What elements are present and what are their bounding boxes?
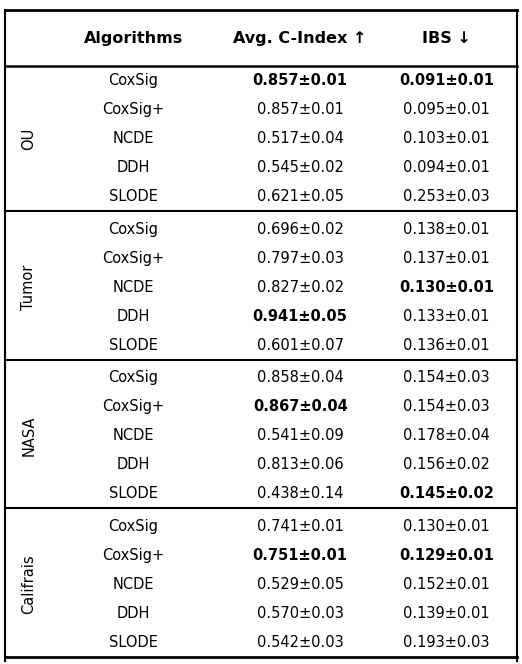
Text: 0.154±0.03: 0.154±0.03 — [403, 371, 490, 386]
Text: DDH: DDH — [116, 160, 150, 175]
Text: 0.130±0.01: 0.130±0.01 — [403, 519, 490, 534]
Text: DDH: DDH — [116, 606, 150, 621]
Text: 0.139±0.01: 0.139±0.01 — [403, 606, 490, 621]
Text: 0.517±0.04: 0.517±0.04 — [257, 131, 343, 146]
Text: 0.145±0.02: 0.145±0.02 — [399, 486, 494, 501]
Text: DDH: DDH — [116, 309, 150, 323]
Text: 0.857±0.01: 0.857±0.01 — [257, 102, 343, 118]
Text: 0.751±0.01: 0.751±0.01 — [253, 548, 348, 563]
Text: SLODE: SLODE — [109, 337, 158, 353]
Text: 0.178±0.04: 0.178±0.04 — [403, 428, 490, 444]
Text: CoxSig: CoxSig — [108, 73, 158, 88]
Text: CoxSig+: CoxSig+ — [102, 102, 164, 118]
Text: 0.136±0.01: 0.136±0.01 — [403, 337, 490, 353]
Text: CoxSig+: CoxSig+ — [102, 548, 164, 563]
Text: SLODE: SLODE — [109, 486, 158, 501]
Text: 0.741±0.01: 0.741±0.01 — [257, 519, 343, 534]
Text: 0.154±0.03: 0.154±0.03 — [403, 400, 490, 414]
Text: 0.827±0.02: 0.827±0.02 — [257, 280, 343, 295]
Text: 0.542±0.03: 0.542±0.03 — [257, 635, 343, 650]
Text: NASA: NASA — [21, 416, 36, 456]
Text: 0.857±0.01: 0.857±0.01 — [253, 73, 348, 88]
Text: 0.253±0.03: 0.253±0.03 — [403, 189, 490, 204]
Text: 0.570±0.03: 0.570±0.03 — [257, 606, 343, 621]
Text: 0.095±0.01: 0.095±0.01 — [403, 102, 490, 118]
Text: 0.130±0.01: 0.130±0.01 — [399, 280, 494, 295]
Text: 0.152±0.01: 0.152±0.01 — [403, 577, 490, 592]
Text: 0.696±0.02: 0.696±0.02 — [257, 222, 343, 237]
Text: 0.545±0.02: 0.545±0.02 — [257, 160, 343, 175]
Text: 0.797±0.03: 0.797±0.03 — [257, 251, 343, 266]
Text: 0.601±0.07: 0.601±0.07 — [257, 337, 343, 353]
Text: 0.103±0.01: 0.103±0.01 — [403, 131, 490, 146]
Text: 0.137±0.01: 0.137±0.01 — [403, 251, 490, 266]
Text: SLODE: SLODE — [109, 189, 158, 204]
Text: 0.129±0.01: 0.129±0.01 — [399, 548, 494, 563]
Text: Califrais: Califrais — [21, 554, 36, 614]
Text: NCDE: NCDE — [112, 428, 154, 444]
Text: IBS ↓: IBS ↓ — [422, 31, 471, 46]
Text: 0.541±0.09: 0.541±0.09 — [257, 428, 343, 444]
Text: OU: OU — [21, 127, 36, 150]
Text: NCDE: NCDE — [112, 131, 154, 146]
Text: 0.529±0.05: 0.529±0.05 — [257, 577, 343, 592]
Text: CoxSig: CoxSig — [108, 222, 158, 237]
Text: NCDE: NCDE — [112, 577, 154, 592]
Text: SLODE: SLODE — [109, 635, 158, 650]
Text: 0.156±0.02: 0.156±0.02 — [403, 457, 490, 472]
Text: 0.094±0.01: 0.094±0.01 — [403, 160, 490, 175]
Text: 0.193±0.03: 0.193±0.03 — [403, 635, 490, 650]
Text: CoxSig: CoxSig — [108, 371, 158, 386]
Text: 0.867±0.04: 0.867±0.04 — [253, 400, 348, 414]
Text: 0.941±0.05: 0.941±0.05 — [253, 309, 348, 323]
Text: 0.138±0.01: 0.138±0.01 — [403, 222, 490, 237]
Text: Algorithms: Algorithms — [84, 31, 183, 46]
Text: 0.813±0.06: 0.813±0.06 — [257, 457, 343, 472]
Text: CoxSig: CoxSig — [108, 519, 158, 534]
Text: CoxSig+: CoxSig+ — [102, 400, 164, 414]
Text: Avg. C-Index ↑: Avg. C-Index ↑ — [233, 31, 367, 46]
Text: 0.438±0.14: 0.438±0.14 — [257, 486, 343, 501]
Text: Tumor: Tumor — [21, 264, 36, 310]
Text: DDH: DDH — [116, 457, 150, 472]
Text: 0.091±0.01: 0.091±0.01 — [399, 73, 494, 88]
Text: 0.621±0.05: 0.621±0.05 — [257, 189, 343, 204]
Text: NCDE: NCDE — [112, 280, 154, 295]
Text: 0.133±0.01: 0.133±0.01 — [403, 309, 490, 323]
Text: 0.858±0.04: 0.858±0.04 — [257, 371, 343, 386]
Text: CoxSig+: CoxSig+ — [102, 251, 164, 266]
